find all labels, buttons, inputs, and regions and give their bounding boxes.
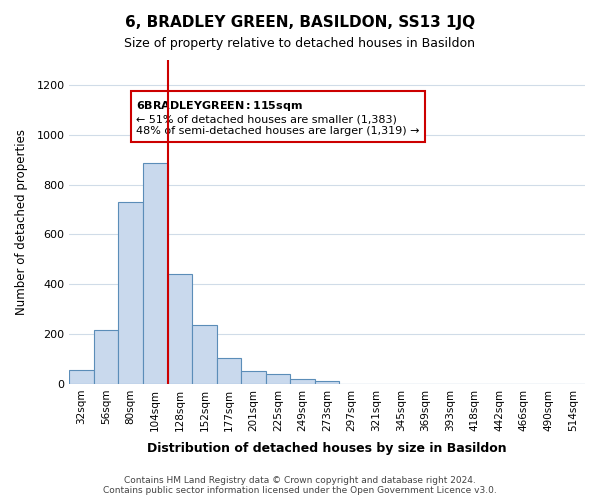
Bar xyxy=(241,372,266,384)
X-axis label: Distribution of detached houses by size in Basildon: Distribution of detached houses by size … xyxy=(148,442,507,455)
Bar xyxy=(315,382,340,384)
Bar xyxy=(290,379,315,384)
Bar xyxy=(192,326,217,384)
Text: Size of property relative to detached houses in Basildon: Size of property relative to detached ho… xyxy=(125,38,476,51)
Bar xyxy=(217,358,241,384)
Bar xyxy=(70,370,94,384)
Bar xyxy=(167,274,192,384)
Bar xyxy=(266,374,290,384)
Text: $\bf{6 BRADLEY GREEN: 115sqm}$
← 51% of detached houses are smaller (1,383)
48% : $\bf{6 BRADLEY GREEN: 115sqm}$ ← 51% of … xyxy=(136,99,420,136)
Text: Contains HM Land Registry data © Crown copyright and database right 2024.
Contai: Contains HM Land Registry data © Crown c… xyxy=(103,476,497,495)
Y-axis label: Number of detached properties: Number of detached properties xyxy=(15,129,28,315)
Text: 6, BRADLEY GREEN, BASILDON, SS13 1JQ: 6, BRADLEY GREEN, BASILDON, SS13 1JQ xyxy=(125,15,475,30)
Bar xyxy=(143,164,167,384)
Bar xyxy=(94,330,118,384)
Bar xyxy=(118,202,143,384)
